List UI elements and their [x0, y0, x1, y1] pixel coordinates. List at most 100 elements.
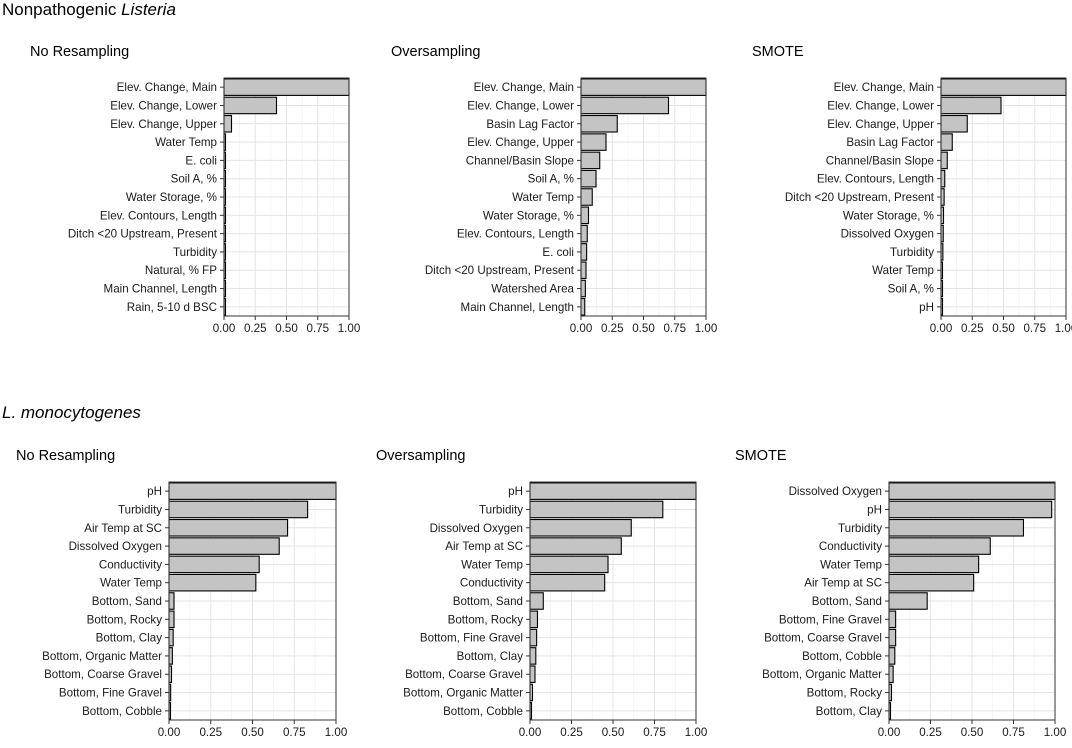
bar — [529, 610, 539, 629]
category-label: Ditch <20 Upstream, Present — [785, 191, 935, 204]
category-label: Elev. Change, Upper — [110, 118, 217, 131]
category-label: Elev. Change, Main — [474, 81, 574, 94]
category-label: Bottom, Cobble — [82, 705, 162, 718]
x-tick-label: 0.25 — [560, 726, 583, 739]
bar — [529, 518, 632, 537]
category-label: Bottom, Organic Matter — [42, 650, 162, 663]
x-tick-label: 0.50 — [992, 322, 1015, 335]
x-tick-label: 0.00 — [930, 322, 953, 335]
section-title-nonpathogenic: Nonpathogenic Listeria — [2, 0, 176, 20]
category-label: Conductivity — [99, 558, 162, 571]
chart-panel-lmono-smote: SMOTE Dissolved Oxygen pH Turbidity Conduct… — [735, 448, 1072, 748]
bar — [940, 169, 946, 188]
section-title-italic-text: L. monocytogenes — [2, 403, 141, 422]
category-label: Ditch <20 Upstream, Present — [68, 228, 218, 241]
bar — [168, 628, 174, 647]
x-tick-label: 0.75 — [306, 322, 329, 335]
category-label: Bottom, Organic Matter — [762, 668, 882, 681]
category-label: Water Temp — [512, 191, 574, 204]
bar — [580, 261, 587, 280]
x-tick-label: 1.00 — [1044, 726, 1067, 739]
category-label: Natural, % FP — [145, 264, 217, 277]
section-title-italic-text: Listeria — [121, 0, 176, 19]
category-label: Water Temp — [872, 264, 934, 277]
bar — [168, 592, 175, 610]
bar — [888, 555, 980, 574]
section-title-monocytogenes: L. monocytogenes — [2, 403, 141, 423]
chart-panel-lmono-no-resampling: No Resampling pH Turbidity Air Temp at SC D… — [16, 448, 376, 748]
category-label: Conductivity — [460, 577, 523, 590]
x-tick-label: 0.50 — [241, 726, 264, 739]
category-label: Elev. Contours, Length — [100, 209, 217, 222]
bar — [529, 500, 664, 519]
category-label: Dissolved Oxygen — [69, 540, 162, 553]
category-label: Elev. Change, Upper — [827, 118, 934, 131]
bar — [529, 482, 697, 500]
bar — [529, 647, 537, 665]
plot-border — [223, 77, 350, 317]
x-tick-label: 0.25 — [199, 726, 222, 739]
category-label: Bottom, Cobble — [802, 650, 882, 663]
category-label: Bottom, Sand — [812, 595, 882, 608]
category-label: Dissolved Oxygen — [789, 485, 882, 498]
x-tick-label: 1.00 — [695, 322, 718, 335]
x-tick-label: 1.00 — [325, 726, 348, 739]
bar — [888, 482, 1056, 500]
bar — [580, 169, 597, 188]
chart-panel-nonpath-oversampling: Oversampling Elev. Change, Main Elev. Cha… — [391, 44, 751, 344]
category-label: pH — [867, 503, 882, 516]
category-label: Water Temp — [461, 558, 523, 571]
x-tick-label: 0.00 — [570, 322, 593, 335]
chart-panel-nonpath-smote: SMOTE Elev. Change, Main Elev. Change, Lo… — [752, 44, 1072, 344]
bar — [888, 665, 894, 684]
panel-title: Oversampling — [391, 44, 481, 60]
x-tick-label: 0.00 — [158, 726, 181, 739]
bar — [580, 114, 618, 133]
category-label: Elev. Change, Lower — [110, 99, 217, 112]
bar — [529, 665, 536, 684]
category-label: Channel/Basin Slope — [466, 154, 574, 167]
bar — [580, 78, 707, 96]
bar — [580, 96, 670, 115]
bar — [580, 298, 586, 316]
bar — [168, 647, 173, 665]
category-label: Basin Lag Factor — [486, 118, 574, 131]
bar-chart: Elev. Change, Main Elev. Change, Lower Ele… — [785, 77, 1072, 335]
bar-chart: pH Turbidity Dissolved Oxygen Air Temp at S… — [403, 481, 708, 739]
x-tick-label: 0.00 — [519, 726, 542, 739]
category-label: Water Storage, % — [843, 209, 934, 222]
chart-panel-nonpath-no-resampling: No Resampling Elev. Change, Main Elev. Ch… — [30, 44, 390, 344]
plot-border — [168, 481, 337, 721]
category-label: Elev. Change, Main — [117, 81, 217, 94]
category-label: Water Storage, % — [126, 191, 217, 204]
category-label: Water Temp — [155, 136, 217, 149]
x-tick-label: 0.75 — [1023, 322, 1046, 335]
x-tick-label: 0.75 — [1002, 726, 1025, 739]
bar-chart: Elev. Change, Main Elev. Change, Lower Ele… — [68, 77, 360, 335]
category-label: Turbidity — [173, 246, 217, 259]
plot-border — [940, 77, 1067, 317]
category-label: Bottom, Coarse Gravel — [44, 668, 162, 681]
bar — [168, 573, 257, 592]
bar — [888, 628, 897, 647]
category-label: Bottom, Fine Gravel — [420, 632, 523, 645]
category-label: Main Channel, Length — [461, 301, 574, 314]
category-label: Water Temp — [100, 577, 162, 590]
x-tick-label: 0.25 — [961, 322, 984, 335]
category-label: Bottom, Rocky — [448, 613, 524, 626]
category-label: Elev. Change, Upper — [467, 136, 574, 149]
category-label: Bottom, Rocky — [807, 687, 883, 700]
x-tick-label: 1.00 — [685, 726, 708, 739]
bar — [940, 78, 1067, 96]
x-tick-label: 0.00 — [878, 726, 901, 739]
bar — [940, 114, 968, 133]
plot-border — [888, 481, 1056, 721]
bar — [168, 555, 260, 574]
category-label: Elev. Change, Lower — [467, 99, 574, 112]
x-tick-label: 0.50 — [632, 322, 655, 335]
x-tick-label: 0.75 — [663, 322, 686, 335]
x-tick-label: 0.25 — [919, 726, 942, 739]
bar — [940, 96, 1002, 115]
category-label: Basin Lag Factor — [846, 136, 934, 149]
category-label: Channel/Basin Slope — [826, 154, 934, 167]
